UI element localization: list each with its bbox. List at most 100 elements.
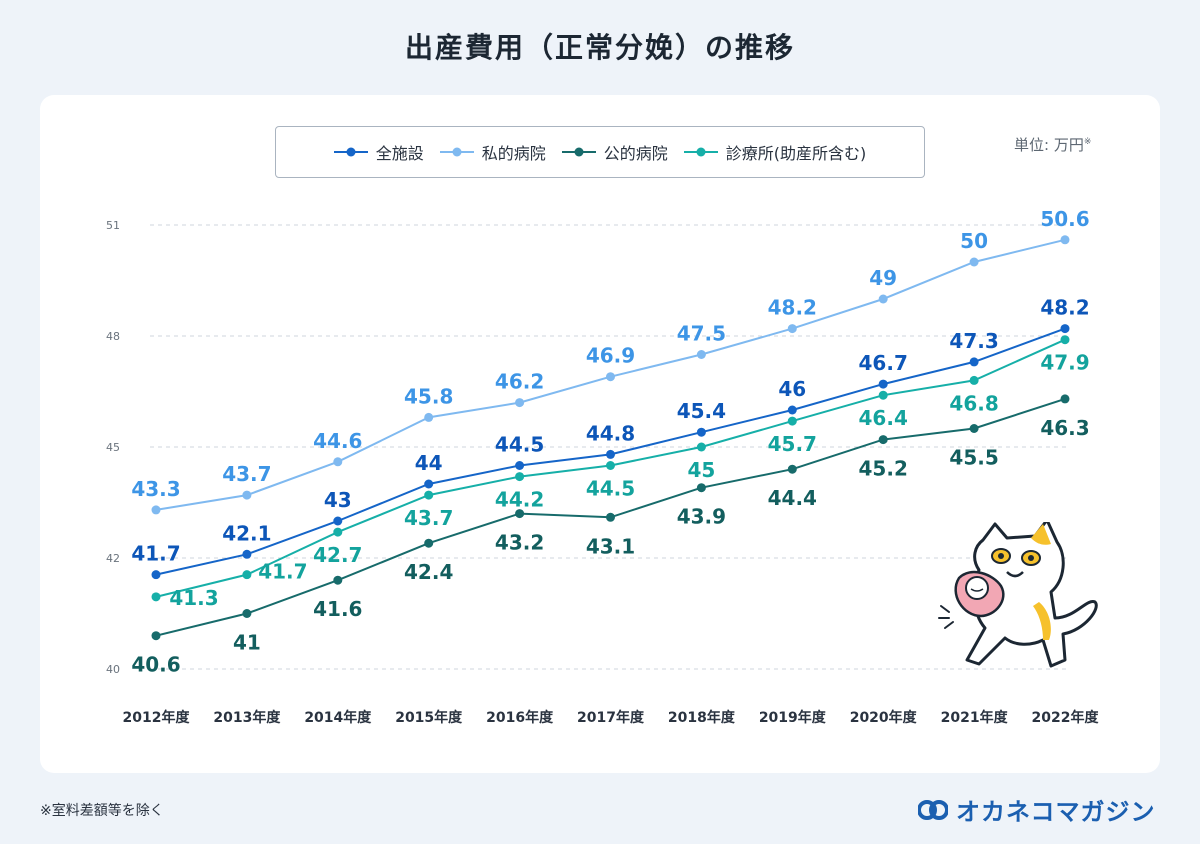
data-point-private [696,350,706,359]
data-label-public: 42.4 [404,560,453,584]
x-tick-label: 2021年度 [941,709,1009,726]
data-point-all [242,549,252,559]
chart-legend: 全施設 私的病院 公的病院 診療所(助産所含む) [275,126,925,178]
data-point-public [696,483,706,493]
data-point-public [242,609,252,618]
legend-label-all: 全施設 [375,144,424,163]
data-label-public: 43.2 [495,531,544,555]
y-tick-label: 48 [106,330,120,343]
data-point-clinic [787,416,797,426]
data-point-all [1060,324,1070,334]
x-tick-label: 2012年度 [123,709,191,726]
unit-note-mark: ※ [1083,137,1092,147]
legend-swatch-clinic [683,147,718,157]
data-label-all: 44.8 [586,421,635,445]
data-point-clinic [242,570,252,580]
data-label-private: 43.3 [131,477,180,501]
data-label-private: 46.9 [586,344,635,368]
legend-swatch-all [333,147,368,157]
data-point-public [515,509,525,519]
data-label-clinic: 44.5 [586,477,635,501]
data-label-public: 46.3 [1040,416,1089,440]
data-label-all: 45.4 [677,399,726,423]
x-tick-label: 2019年度 [759,709,827,726]
data-label-private: 48.2 [768,296,817,320]
data-point-public [424,538,434,548]
data-label-clinic: 41.7 [258,560,307,584]
data-label-public: 45.5 [949,446,998,470]
data-point-all [878,379,888,389]
x-tick-label: 2016年度 [486,709,554,726]
legend-swatch-public [561,147,596,157]
legend-swatch-private [439,147,474,157]
x-tick-label: 2015年度 [395,709,463,726]
data-label-all: 44 [415,451,443,475]
data-point-clinic [878,390,888,400]
data-point-private [515,398,525,408]
data-label-private: 45.8 [404,384,453,408]
data-label-public: 40.6 [131,653,180,677]
data-point-private [878,294,888,304]
x-tick-label: 2022年度 [1032,709,1100,726]
data-label-clinic: 44.2 [495,488,544,512]
data-point-public [787,464,797,474]
legend-item-clinic: 診療所(助産所含む) [683,140,867,164]
data-point-clinic [515,472,525,482]
data-point-private [969,257,979,267]
data-point-all [696,427,706,437]
data-point-public [1060,394,1070,404]
data-label-all: 46 [778,377,806,401]
data-label-all: 46.7 [859,351,908,375]
data-point-clinic [606,461,615,470]
data-point-all [424,479,434,489]
data-point-public [878,435,888,445]
data-point-all [333,516,343,526]
data-label-all: 44.5 [495,433,544,457]
legend-label-clinic: 診療所(助産所含む) [725,144,867,163]
data-point-clinic [696,442,706,452]
data-point-all [969,357,979,367]
data-label-private: 44.6 [313,429,362,453]
data-point-clinic [151,592,161,602]
data-label-clinic: 45.7 [768,432,817,456]
unit-text: 単位: 万円 [1014,136,1084,154]
y-tick-label: 40 [106,663,120,676]
x-tick-label: 2018年度 [668,709,736,726]
brand-logo: オカネコマガジン [918,792,1156,827]
data-label-private: 50.6 [1040,207,1089,231]
data-point-public [151,631,161,641]
data-point-clinic [424,490,434,500]
data-point-all [787,405,797,415]
data-point-private [333,457,343,467]
legend-item-public: 公的病院 [561,140,668,164]
data-label-public: 43.1 [586,534,635,558]
data-label-public: 45.2 [859,457,908,481]
y-tick-label: 51 [106,219,120,232]
data-point-public [333,575,343,585]
data-label-all: 48.2 [1040,296,1089,320]
brand-name: オカネコマガジン [956,798,1156,826]
data-point-public [606,512,615,522]
data-label-clinic: 45 [687,458,715,482]
data-point-clinic [1060,335,1070,345]
data-label-all: 43 [324,488,352,512]
data-label-public: 41.6 [313,597,362,621]
data-point-private [787,324,797,334]
data-point-private [1060,235,1070,245]
data-label-all: 47.3 [949,329,998,353]
data-point-all [606,449,615,459]
legend-item-private: 私的病院 [439,140,546,164]
data-point-private [242,490,252,500]
x-tick-label: 2014年度 [304,709,372,726]
data-point-all [151,570,161,580]
y-tick-label: 45 [106,441,120,454]
data-point-private [151,505,161,515]
data-label-private: 43.7 [222,462,271,486]
legend-item-all: 全施設 [333,140,424,164]
legend-label-public: 公的病院 [603,144,668,163]
data-label-clinic: 46.8 [949,391,998,415]
data-label-public: 44.4 [768,486,817,510]
data-point-clinic [333,527,343,537]
data-point-private [424,412,434,422]
